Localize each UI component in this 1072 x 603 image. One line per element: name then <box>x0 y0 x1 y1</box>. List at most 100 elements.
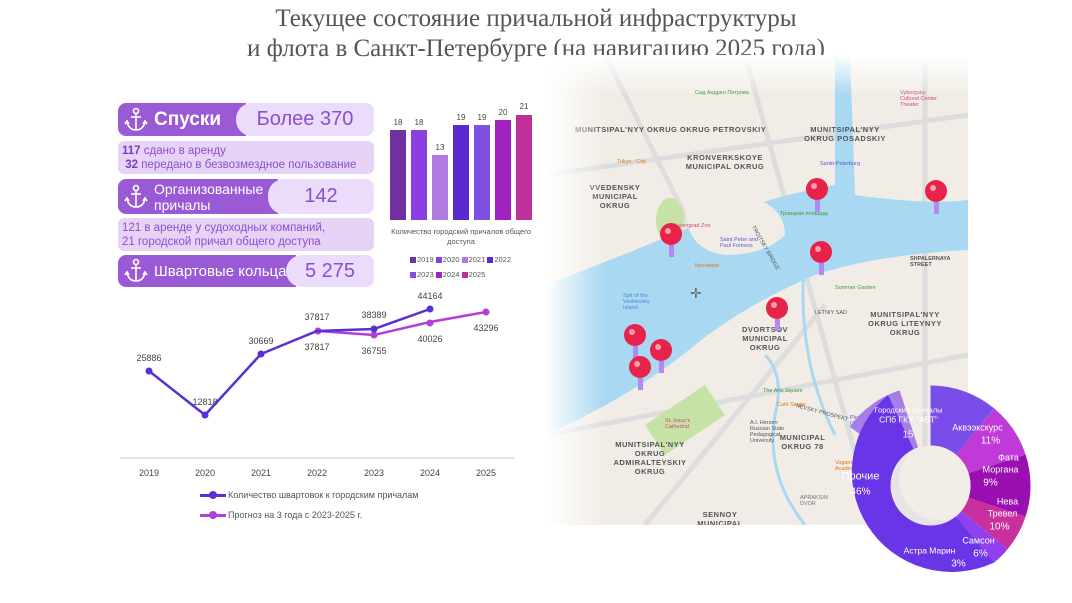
poi-label: APRAKSIN DVOR <box>800 495 828 507</box>
bar-value: 19 <box>478 113 487 122</box>
district-label: MUNITSIPAL'NYY OKRUG ADMIRALTEYSKIY OKRU… <box>613 440 687 476</box>
legend-label: 2019 <box>417 255 434 264</box>
note-berths: 121 в аренде у судоходных компаний, 21 г… <box>118 218 374 251</box>
bar-2022 <box>453 125 469 220</box>
pie-label: Тревел <box>988 509 1018 519</box>
bar-value: 13 <box>436 143 445 152</box>
pie-value: 46% <box>850 487 870 498</box>
note-text: сдано в аренду <box>143 145 226 157</box>
data-label: 38389 <box>361 310 386 320</box>
pie-label: Самсон <box>962 536 994 546</box>
x-tick: 2025 <box>476 468 496 478</box>
map-pin[interactable] <box>650 339 672 373</box>
street-label: SHPALERNAYA STREET <box>910 256 951 268</box>
pie-label: Аквээкскурс <box>952 423 1003 433</box>
legend-swatch <box>435 257 442 264</box>
poi-label: Leningrad Zoo <box>675 223 711 229</box>
map-water <box>545 55 968 525</box>
poi-label: Café Singer <box>777 402 807 408</box>
district-label: KRONVERKSKOYE MUNICIPAL OKRUG <box>685 153 765 171</box>
map-pin[interactable] <box>810 241 832 275</box>
poi-label: The Arts Square <box>763 388 803 394</box>
legend-swatch <box>435 272 442 279</box>
map-fade-left <box>545 55 605 525</box>
map-fade-top <box>545 55 968 95</box>
card-berths-value: 142 <box>268 179 374 214</box>
note-text: 21 городской причал общего доступа <box>122 236 321 248</box>
poi-label: A.I. Herzen Russian State Pedagogical Un… <box>750 420 785 444</box>
card-launches-label: Спуски <box>154 108 222 130</box>
x-tick: 2020 <box>195 468 215 478</box>
card-berths-label: Организованные причалы <box>154 180 264 213</box>
bar-value: 18 <box>394 118 403 127</box>
data-label: 25886 <box>136 353 161 363</box>
title-line-1: Текущее состояние причальной инфраструкт… <box>275 5 797 32</box>
legend-swatch <box>200 490 226 499</box>
map-pin[interactable] <box>925 180 947 214</box>
line-chart: 25886 12818 30669 37817 38389 44164 3781… <box>120 291 515 478</box>
pie-value: 3% <box>951 559 966 570</box>
pie-label: Астра Марин <box>904 546 956 556</box>
legend-label: 2024 <box>442 270 460 279</box>
pie-value: 11% <box>981 436 1000 447</box>
bar-2021 <box>432 155 448 220</box>
bar-legend-row-1: 2019 2020 2021 2022 <box>410 255 511 264</box>
card-launches-value: Более 370 <box>236 103 374 136</box>
bar-2024 <box>495 120 511 220</box>
bar-2023 <box>474 125 490 220</box>
bar-legend-row-2: 2023 2024 2025 <box>410 270 485 279</box>
map-pin[interactable] <box>660 223 682 257</box>
data-label: 44164 <box>417 291 442 301</box>
x-tick: 2024 <box>420 468 440 478</box>
note-text: передано в безвозмездное пользование <box>141 159 357 171</box>
map-pin[interactable] <box>629 356 651 390</box>
pie-label: Городские причалы <box>874 406 942 415</box>
legend-label: 2022 <box>494 255 512 264</box>
bar-2025 <box>516 115 532 220</box>
poi-label: Sankt-Peterburg <box>820 161 861 167</box>
pie-label: Фата <box>998 453 1019 463</box>
note-number: 32 <box>125 159 138 171</box>
x-tick: 2019 <box>139 468 159 478</box>
anchor-icon <box>124 107 148 131</box>
data-label: 30669 <box>248 336 273 346</box>
legend-forecast: Прогноз на 3 года с 2023-2025 г. <box>200 510 362 520</box>
district-label: VVEDENSKY MUNICIPAL OKRUG <box>589 183 641 210</box>
legend-swatch <box>461 272 468 279</box>
data-label: 43296 <box>473 323 498 333</box>
crosshair-icon: ✛ <box>690 285 702 301</box>
bar-value: 18 <box>415 118 424 127</box>
poi-label: Троицкая площадь <box>780 211 829 217</box>
bar-value: 20 <box>499 108 508 117</box>
bar-chart: 18 18 13 19 19 20 21 <box>390 102 532 220</box>
poi-label: Tokyo - City <box>617 159 646 165</box>
forecast-line <box>317 310 487 337</box>
map-pin[interactable] <box>806 178 828 212</box>
legend-label: 2025 <box>468 270 486 279</box>
district-label: MUNITSIPAL'NYY OKRUG OKRUG PETROVSKIY <box>575 125 767 134</box>
anchor-icon <box>124 258 148 282</box>
data-label: 36755 <box>361 346 386 356</box>
district-label: DVORTSOV MUNICIPAL OKRUG <box>741 325 789 352</box>
bar-2019 <box>390 130 406 220</box>
legend-swatch <box>200 510 226 519</box>
x-tick: 2022 <box>307 468 327 478</box>
map-pin[interactable] <box>624 324 646 358</box>
pie-value: 10% <box>989 522 1009 533</box>
legend-label: 2020 <box>442 255 460 264</box>
card-berths: Организованные причалы 142 <box>118 179 374 214</box>
district-label: MUNITSIPAL'NYY OKRUG LITEYNYY OKRUG <box>868 310 942 337</box>
data-label: 40026 <box>417 334 442 344</box>
bar-value: 21 <box>520 102 529 111</box>
donut-chart: Городские причалы СПб ГКУ "АВТ" 15% Аквэ… <box>842 385 1031 572</box>
poi-label: Spit of the Vasilievsky Island <box>623 293 650 311</box>
map-pin[interactable] <box>766 297 788 331</box>
poi-label: Кронверк <box>695 263 719 269</box>
card-rings: Швартовые кольца 5 275 <box>118 255 374 287</box>
note-text: 121 в аренде у судоходных компаний, <box>122 222 326 234</box>
pie-label: Нева <box>997 497 1018 507</box>
data-label: 37817 <box>304 312 329 322</box>
pie-label: СПб ГКУ "АВТ" <box>879 415 938 425</box>
poi-label: Summer Garden <box>835 285 876 291</box>
x-tick: 2021 <box>251 468 271 478</box>
